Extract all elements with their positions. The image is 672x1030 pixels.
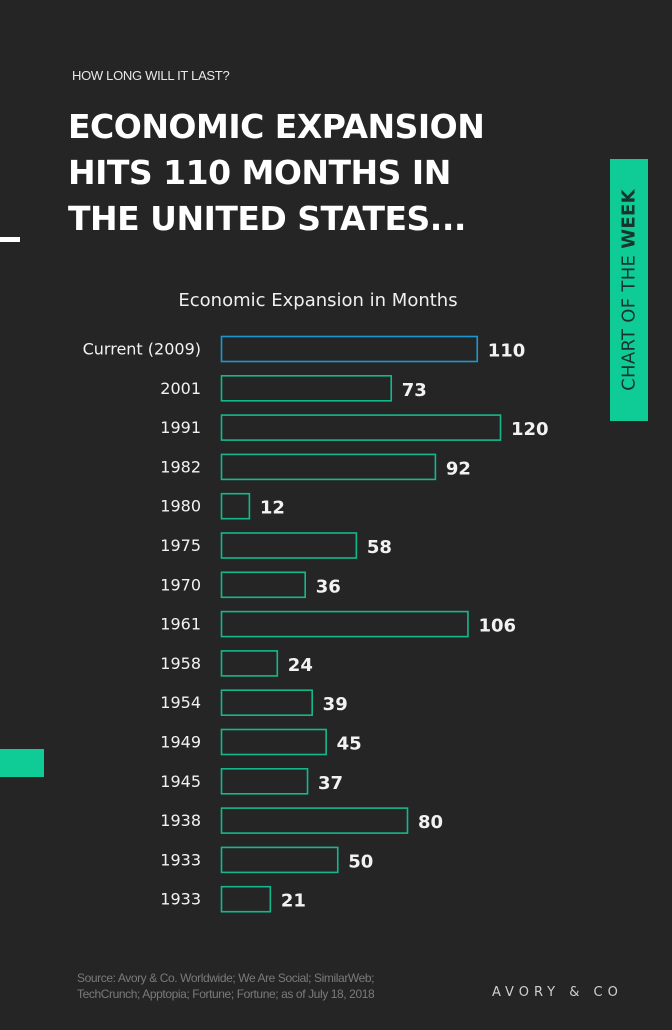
bar [220, 728, 327, 756]
bar [220, 374, 393, 402]
value-label: 21 [281, 891, 306, 912]
bar [220, 453, 437, 481]
kicker-text: HOW LONG WILL IT LAST? [72, 68, 230, 83]
category-label: 1980 [160, 497, 201, 516]
decorative-white-bar [0, 237, 20, 242]
value-label: 24 [288, 655, 313, 676]
category-label: 1958 [160, 654, 201, 673]
bar [220, 335, 479, 363]
chart-of-the-week-tab: CHART OF THE WEEK [610, 159, 648, 421]
value-label: 73 [402, 380, 427, 401]
category-label: 1991 [160, 418, 201, 437]
category-label: 1954 [160, 693, 201, 712]
category-label: 1975 [160, 536, 201, 555]
source-line-1: Source: Avory & Co. Worldwide; We Are So… [77, 971, 375, 985]
brand-logo: AVORY & CO [492, 985, 623, 1000]
headline-line-3: THE UNITED STATES... [68, 199, 466, 238]
value-label: 120 [511, 419, 549, 440]
bar [220, 532, 358, 559]
category-label: 1938 [160, 811, 201, 830]
value-label: 50 [348, 851, 373, 872]
chart-title: Economic Expansion in Months [178, 290, 458, 311]
value-label: 92 [446, 458, 471, 479]
value-label: 45 [337, 734, 362, 755]
category-label: 1945 [160, 772, 201, 791]
bar [220, 610, 469, 638]
bar [220, 689, 313, 717]
bar [220, 846, 339, 874]
bar [220, 571, 306, 599]
value-label: 12 [260, 498, 285, 519]
category-label: 1933 [160, 890, 201, 909]
category-label: 2001 [160, 379, 201, 398]
value-label: 110 [488, 341, 526, 362]
headline: ECONOMIC EXPANSION HITS 110 MONTHS IN TH… [68, 104, 568, 242]
headline-line-2: HITS 110 MONTHS IN [68, 153, 451, 192]
bar [220, 767, 309, 795]
value-label: 58 [367, 537, 392, 558]
category-label: 1949 [160, 733, 201, 752]
value-label: 37 [318, 773, 343, 794]
value-label: 80 [418, 812, 443, 833]
value-label: 36 [316, 576, 341, 597]
value-label: 106 [478, 616, 516, 637]
value-label: 39 [323, 694, 348, 715]
decorative-green-block [0, 749, 44, 777]
category-label: Current (2009) [83, 340, 201, 359]
category-label: 1982 [160, 457, 201, 476]
headline-line-1: ECONOMIC EXPANSION [68, 107, 485, 146]
category-label: 1970 [160, 575, 201, 594]
source-note: Source: Avory & Co. Worldwide; We Are So… [77, 970, 375, 1002]
source-line-2: TechCrunch; Apptopia; Fortune; Fortune; … [77, 987, 375, 1001]
category-label: 1933 [160, 850, 201, 869]
bar [220, 650, 279, 677]
bar [220, 492, 251, 520]
category-label: 1961 [160, 615, 201, 634]
bar [220, 807, 409, 834]
bar [220, 885, 272, 913]
bar [220, 414, 502, 441]
